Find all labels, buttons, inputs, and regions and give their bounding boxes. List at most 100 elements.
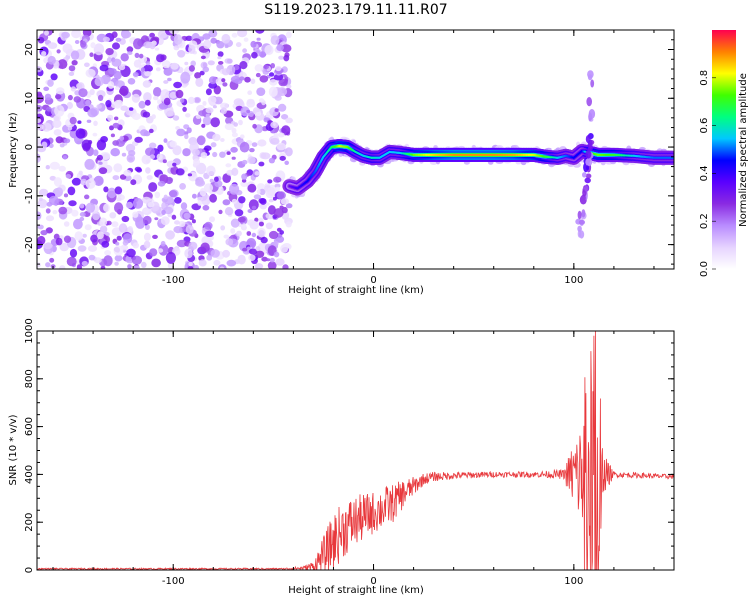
spike-blob	[579, 230, 585, 239]
noise-blob	[201, 123, 206, 128]
noise-blob	[151, 114, 156, 120]
noise-blob	[84, 194, 90, 200]
noise-blob	[105, 100, 112, 108]
noise-blob	[160, 240, 166, 247]
noise-blob	[84, 158, 95, 170]
noise-blob	[202, 116, 212, 126]
noise-blob	[125, 201, 133, 209]
noise-blob	[67, 94, 73, 101]
noise-blob	[210, 37, 217, 44]
noise-blob	[205, 230, 215, 237]
noise-blob	[212, 151, 218, 158]
noise-blob	[37, 262, 41, 268]
noise-blob	[96, 231, 104, 240]
noise-blob	[212, 133, 221, 142]
noise-blob	[257, 183, 265, 191]
noise-blob	[103, 186, 109, 193]
noise-blob	[45, 262, 51, 268]
noise-blob	[141, 196, 151, 204]
noise-blob	[268, 230, 279, 240]
noise-blob	[140, 67, 146, 73]
noise-blob	[148, 128, 154, 134]
noise-blob	[133, 38, 143, 50]
noise-blob	[140, 129, 149, 137]
noise-blob	[276, 87, 288, 97]
noise-blob	[241, 173, 248, 180]
noise-blob	[79, 212, 86, 217]
noise-blob	[55, 187, 63, 197]
noise-blob	[105, 48, 114, 56]
spike-blob	[578, 219, 586, 225]
noise-blob	[274, 183, 281, 188]
noise-blob	[209, 216, 215, 223]
noise-blob	[149, 43, 156, 50]
noise-blob	[250, 40, 257, 48]
noise-blob	[174, 220, 180, 225]
noise-blob	[93, 175, 104, 186]
noise-blob	[242, 247, 248, 252]
noise-blob	[69, 116, 77, 125]
noise-blob	[248, 199, 259, 211]
noise-blob	[107, 114, 114, 122]
noise-blob	[67, 186, 76, 196]
noise-blob	[133, 265, 140, 269]
noise-blob	[37, 198, 48, 209]
noise-blob	[68, 71, 75, 76]
noise-blob	[265, 222, 273, 230]
snr-panel: -100 0 100 0 200 400 600 800 1000 Height of str…	[8, 318, 675, 596]
noise-blob	[252, 123, 257, 129]
noise-blob	[154, 47, 160, 51]
noise-blob	[257, 139, 267, 147]
noise-blob	[160, 89, 170, 101]
noise-blob	[149, 32, 156, 38]
noise-blob	[283, 54, 290, 62]
y-tick-label: 200	[24, 513, 35, 532]
noise-blob	[48, 143, 54, 149]
noise-blob	[132, 242, 139, 249]
noise-blob	[205, 88, 212, 96]
noise-blob	[209, 193, 218, 203]
noise-blob	[45, 215, 55, 222]
noise-blob	[184, 61, 189, 66]
noise-blob	[37, 37, 45, 44]
noise-blob	[183, 212, 191, 220]
noise-blob	[106, 57, 112, 64]
noise-blob	[263, 64, 269, 70]
noise-blob	[220, 225, 226, 231]
noise-blob	[62, 43, 73, 54]
noise-blob	[185, 113, 191, 118]
noise-blob	[285, 117, 293, 124]
noise-blob	[192, 193, 197, 199]
noise-blob	[188, 44, 196, 54]
noise-blob	[58, 165, 66, 172]
noise-blob	[124, 175, 132, 181]
noise-blob	[55, 94, 62, 100]
noise-blob	[53, 129, 62, 136]
noise-blob	[204, 145, 212, 151]
noise-blob	[92, 149, 99, 156]
noise-blob	[222, 249, 231, 258]
noise-blob	[46, 106, 52, 112]
noise-blob	[195, 179, 206, 187]
noise-blob	[238, 196, 246, 204]
noise-blob	[214, 96, 223, 105]
noise-blob	[161, 209, 166, 215]
noise-blob	[270, 137, 280, 145]
noise-blob	[49, 257, 55, 263]
noise-blob	[116, 235, 122, 241]
noise-blob	[132, 72, 139, 77]
noise-blob	[154, 191, 161, 199]
noise-blob	[218, 209, 223, 215]
noise-blob	[77, 245, 87, 252]
noise-blob	[274, 95, 282, 101]
noise-blob	[229, 183, 240, 195]
noise-blob	[107, 81, 115, 89]
noise-blob	[254, 171, 260, 176]
noise-blob	[247, 209, 253, 213]
noise-blob	[104, 250, 111, 256]
noise-blob	[144, 224, 150, 231]
spike-blob	[590, 79, 595, 88]
noise-blob	[219, 151, 226, 158]
noise-blob	[163, 194, 168, 200]
noise-blob	[141, 154, 151, 165]
